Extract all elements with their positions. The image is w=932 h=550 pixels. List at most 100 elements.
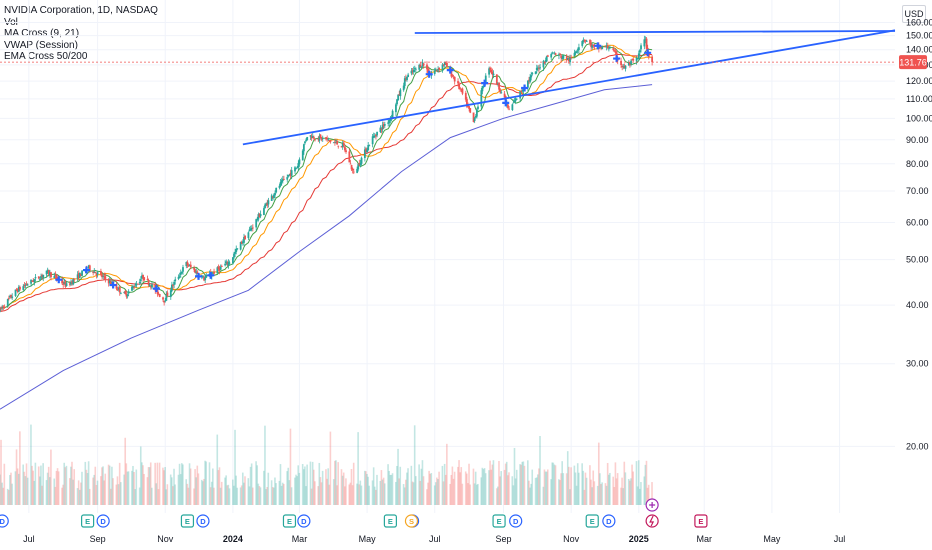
candle-body: [326, 138, 329, 139]
candle-body: [50, 272, 52, 278]
volume-bar: [623, 461, 626, 505]
candle-body: [484, 75, 487, 83]
volume-bar: [218, 467, 221, 505]
candle-body: [195, 271, 198, 274]
candle-body: [351, 168, 354, 171]
dividend-marker-glyph: D: [513, 517, 519, 526]
candle-body: [335, 142, 337, 143]
volume-bar: [22, 464, 24, 505]
volume-bar: [444, 474, 447, 505]
volume-bar: [298, 472, 301, 505]
candle-body: [204, 277, 207, 281]
volume-bar: [115, 484, 118, 505]
candle-body: [142, 274, 144, 279]
legend-ema-cross[interactable]: EMA Cross 50/200: [4, 51, 88, 62]
candle-body: [34, 277, 37, 279]
candle-body: [469, 108, 472, 113]
candle-body: [125, 293, 128, 297]
volume-bar: [614, 462, 617, 505]
candle-body: [296, 167, 299, 169]
volume-bar: [453, 471, 456, 505]
candle-body: [442, 64, 445, 66]
candle-body: [54, 274, 57, 276]
volume-bar: [535, 477, 538, 505]
volume-bar: [585, 477, 588, 505]
candle-body: [411, 70, 414, 72]
volume-bar: [363, 470, 366, 505]
split-marker: [404, 514, 419, 528]
candle-body: [534, 71, 537, 75]
candle-body: [581, 41, 584, 46]
candle-body: [376, 131, 378, 136]
candle-body: [403, 78, 406, 86]
earnings-marker: [282, 514, 297, 528]
volume-bar: [500, 471, 502, 505]
volume-bar: [383, 483, 386, 505]
volume-bar: [604, 483, 607, 505]
volume-bar: [620, 487, 622, 505]
volume-bar: [522, 461, 525, 505]
dividend-marker-glyph: D: [0, 517, 6, 526]
candle-body: [342, 142, 345, 146]
volume-bar: [622, 488, 624, 505]
candle-body: [406, 76, 408, 81]
candle-body: [585, 40, 588, 42]
candle-body: [513, 100, 516, 102]
volume-bar: [545, 471, 548, 505]
candle-body: [488, 68, 490, 75]
volume-bar: [488, 470, 490, 505]
earnings-marker: [694, 514, 708, 528]
candle-body: [265, 203, 268, 206]
y-tick-label: 70.00: [906, 186, 929, 196]
earnings-marker-glyph: E: [698, 517, 703, 526]
volume-bar: [433, 485, 436, 505]
candle-body: [46, 269, 49, 272]
candle-body: [583, 40, 586, 42]
candle-body: [381, 124, 384, 130]
volume-bar: [412, 482, 415, 505]
candle-body: [165, 293, 168, 301]
volume-bar: [231, 479, 234, 505]
volume-bar: [328, 484, 331, 505]
volume-bar: [519, 464, 521, 505]
volume-bar: [630, 478, 632, 505]
candle-body: [7, 297, 10, 299]
candle-body: [327, 138, 330, 140]
candle-body: [188, 265, 191, 266]
candle-body: [171, 284, 173, 291]
currency-button[interactable]: USD: [902, 5, 926, 23]
candle-body: [146, 278, 149, 280]
x-tick-label: Sep: [495, 534, 511, 544]
candle-body: [278, 185, 281, 188]
candle-body: [45, 270, 48, 275]
candle-body: [76, 274, 79, 279]
volume-bar: [640, 482, 642, 505]
candle-body: [314, 139, 316, 141]
candle-body: [578, 47, 580, 50]
legend-vol[interactable]: Vol: [4, 16, 18, 28]
volume-bar: [380, 470, 383, 505]
volume-bar: [489, 460, 491, 505]
candle-body: [275, 187, 278, 193]
volume-bar: [244, 476, 246, 505]
volume-bar: [171, 477, 173, 505]
candle-body: [636, 58, 639, 60]
volume-bar: [10, 472, 12, 505]
legend-ma-cross[interactable]: MA Cross (9, 21): [4, 28, 80, 39]
candle-body: [349, 163, 352, 165]
legend-vwap[interactable]: VWAP (Session): [4, 39, 78, 51]
candle-body: [203, 277, 205, 281]
candle-body: [194, 269, 197, 273]
volume-bar: [645, 460, 648, 505]
volume-bar: [9, 475, 11, 505]
candle-body: [601, 46, 604, 50]
ma-cross-marker: [521, 84, 529, 92]
candle-body: [458, 83, 461, 89]
volume-bar: [344, 486, 346, 505]
candle-body: [73, 278, 76, 280]
volume-bar: [483, 468, 486, 505]
volume-bar: [551, 462, 554, 505]
volume-bar: [529, 487, 531, 505]
volume-bar: [264, 425, 266, 505]
